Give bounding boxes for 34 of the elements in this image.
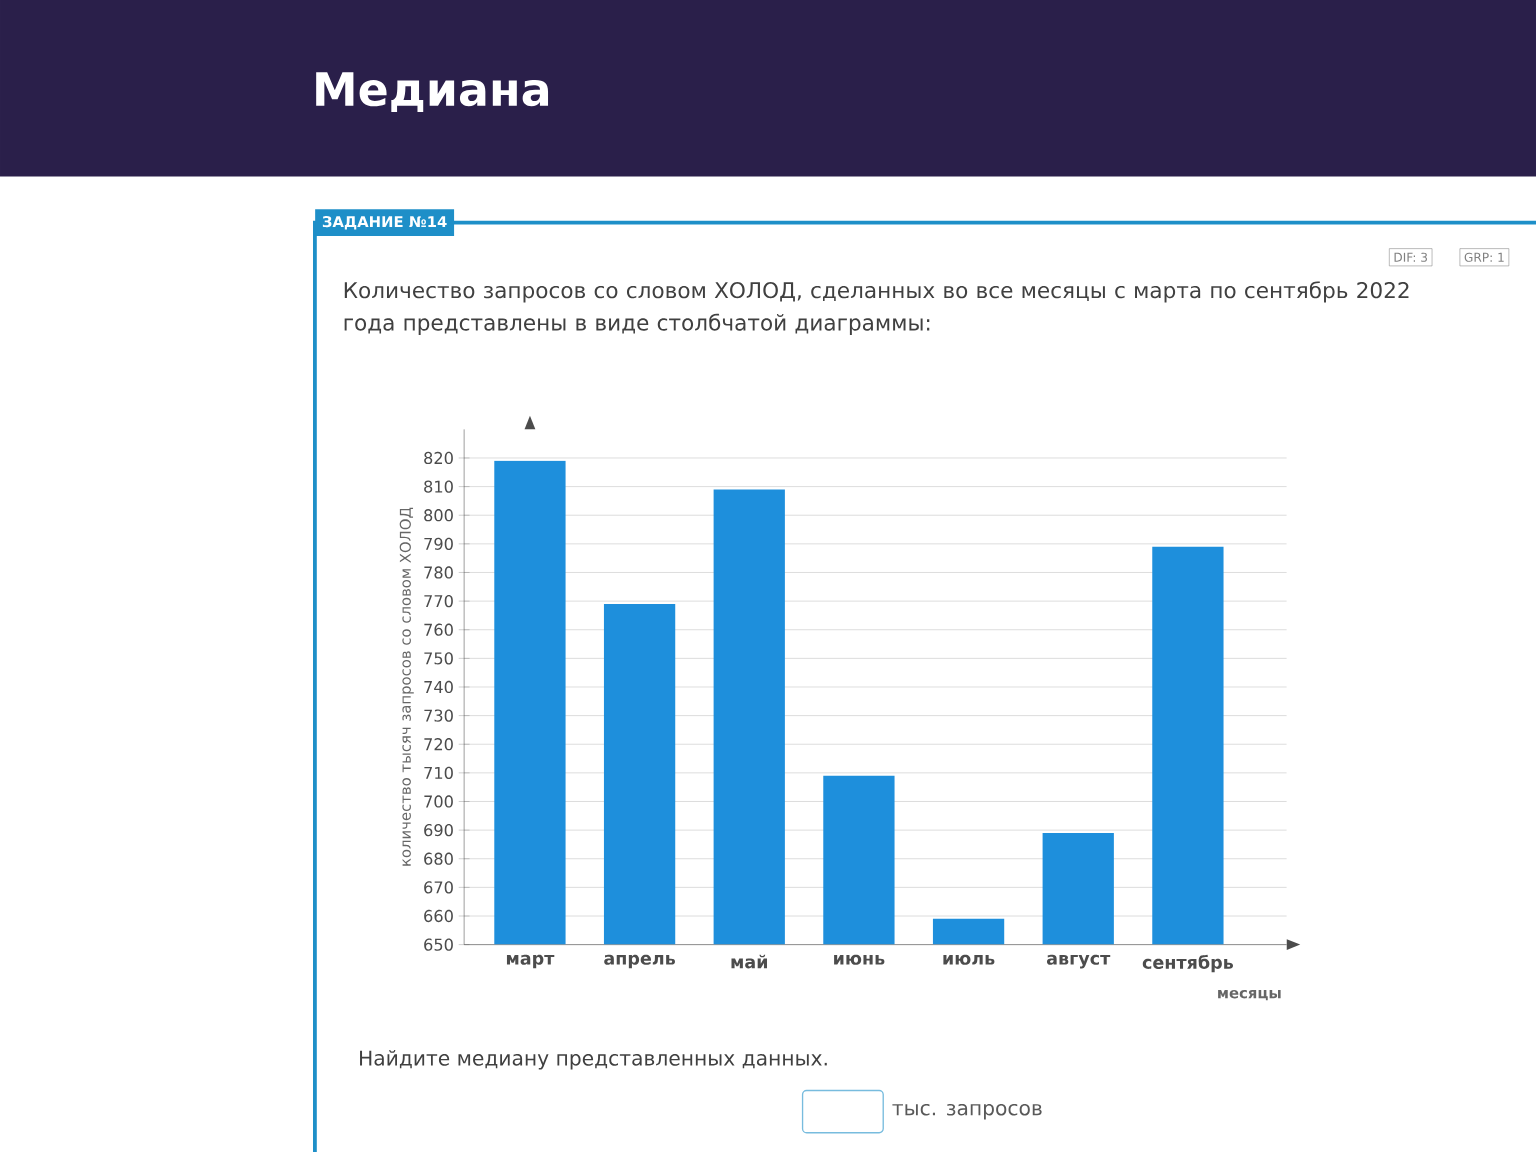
- text: ЗАДАНИЕ №14: [322, 216, 447, 230]
- y-tick-label: 710: [424, 766, 453, 779]
- y-axis-title: количество тысяч запросов со словом ХОЛОД: [399, 507, 414, 866]
- y-tick-label: 800: [424, 509, 453, 522]
- x-tick-label: июль: [943, 954, 995, 965]
- y-tick-label: 780: [424, 566, 453, 579]
- x-tick-label: июнь: [834, 954, 885, 965]
- x-axis-title: месяцы: [1218, 989, 1281, 1001]
- text: Найдите медиану представленных данных.: [360, 1050, 827, 1070]
- y-tick-label: 680: [424, 852, 453, 865]
- y-tick-label: 670: [424, 881, 453, 894]
- y-tick-label: 790: [424, 537, 453, 550]
- y-tick-label: 730: [424, 709, 453, 722]
- chart-title: Медиана: [316, 72, 549, 113]
- text: GRP: 1: [1464, 252, 1504, 262]
- x-tick-label: апрель: [604, 954, 675, 969]
- text: тыс. запросов: [892, 1103, 1042, 1120]
- x-tick-label: май: [731, 954, 768, 969]
- y-tick-label: 760: [424, 623, 453, 636]
- y-tick-label: 690: [424, 823, 453, 837]
- y-tick-label: 700: [424, 795, 453, 808]
- y-tick-label: 820: [424, 451, 453, 465]
- y-tick-label: 720: [424, 738, 453, 751]
- y-tick-label: 810: [424, 480, 453, 493]
- x-tick-label: сентябрь: [1142, 954, 1234, 973]
- y-tick-label: 740: [424, 680, 453, 694]
- y-tick-label: 770: [424, 594, 453, 608]
- y-tick-label: 650: [424, 938, 453, 951]
- x-tick-label: август: [1046, 954, 1111, 969]
- y-tick-label: 660: [424, 909, 453, 923]
- chart-subtitle: Количество запросов со словом ХОЛОД, сделанных во все месяцы с марта по сентябрь 2022 года представлены в виде столбчатой диаграммы:: [344, 281, 1409, 335]
- y-tick-label: 750: [424, 652, 453, 665]
- text: DIF: 3: [1394, 252, 1428, 262]
- x-tick-label: март: [506, 954, 555, 969]
